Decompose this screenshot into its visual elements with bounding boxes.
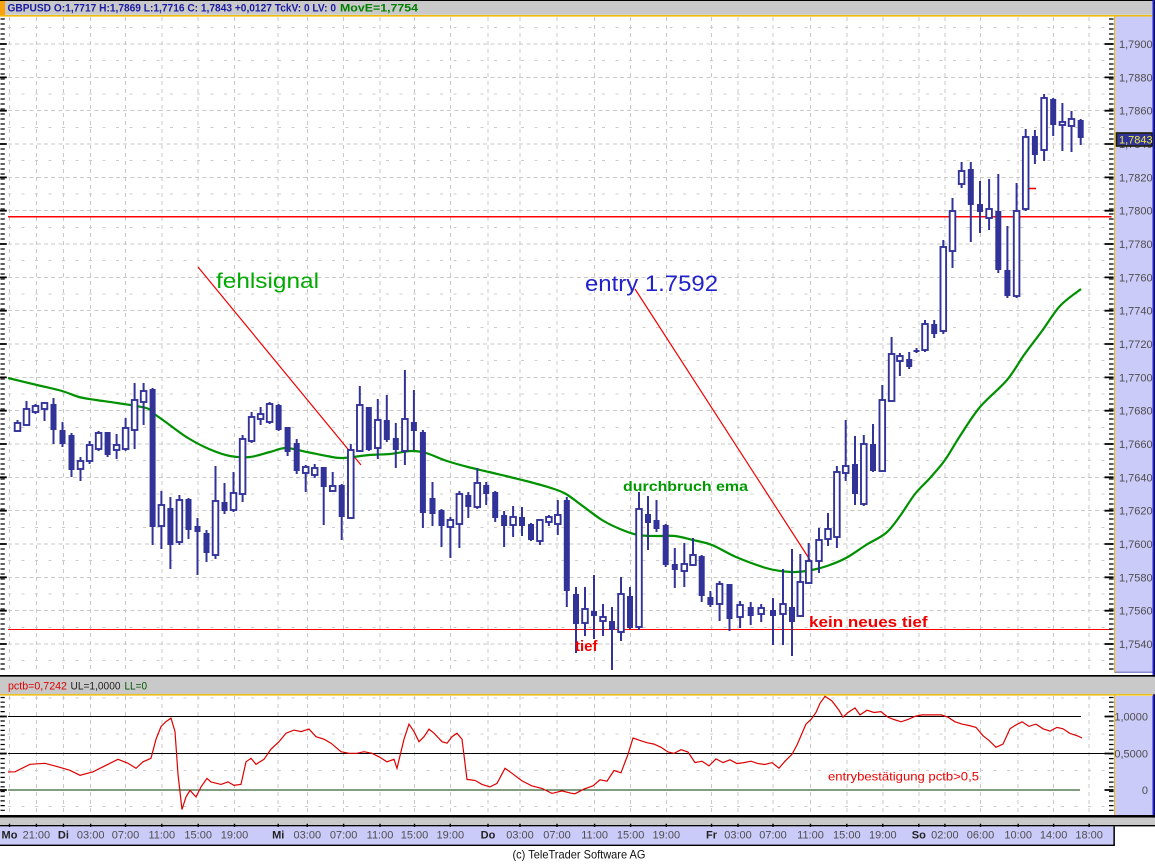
svg-text:18:00: 18:00 — [1075, 830, 1103, 842]
svg-text:03:00: 03:00 — [77, 830, 105, 842]
svg-text:Mi: Mi — [272, 830, 284, 842]
svg-text:07:00: 07:00 — [543, 830, 571, 842]
svg-text:1,7640: 1,7640 — [1119, 472, 1153, 484]
svg-text:11:00: 11:00 — [148, 830, 175, 842]
svg-text:1,7843: 1,7843 — [1119, 135, 1153, 147]
svg-text:19:00: 19:00 — [653, 830, 681, 842]
svg-text:1,7820: 1,7820 — [1119, 172, 1153, 184]
svg-text:06:00: 06:00 — [967, 830, 995, 842]
svg-text:tief: tief — [575, 638, 599, 655]
svg-text:15:00: 15:00 — [617, 830, 645, 842]
svg-text:14:00: 14:00 — [1040, 830, 1068, 842]
svg-text:1,7540: 1,7540 — [1119, 639, 1153, 651]
svg-text:MovE=1,7754: MovE=1,7754 — [340, 3, 419, 15]
svg-text:1,0000: 1,0000 — [1114, 712, 1148, 724]
svg-text:11:00: 11:00 — [581, 830, 608, 842]
svg-text:fehlsignal: fehlsignal — [216, 270, 319, 293]
svg-text:02:00: 02:00 — [931, 830, 959, 842]
svg-text:Di: Di — [58, 830, 69, 842]
svg-text:15:00: 15:00 — [184, 830, 212, 842]
svg-text:UL=1,0000: UL=1,0000 — [71, 681, 121, 693]
svg-text:1,7660: 1,7660 — [1119, 439, 1153, 451]
svg-text:1,7860: 1,7860 — [1119, 106, 1153, 118]
svg-text:1,7580: 1,7580 — [1119, 572, 1153, 584]
svg-text:0,5000: 0,5000 — [1114, 749, 1148, 761]
svg-text:21:00: 21:00 — [23, 830, 51, 842]
svg-text:1,7560: 1,7560 — [1119, 606, 1153, 618]
svg-text:1,7880: 1,7880 — [1119, 72, 1153, 84]
svg-text:11:00: 11:00 — [797, 830, 824, 842]
svg-text:1,7600: 1,7600 — [1119, 539, 1153, 551]
svg-text:03:00: 03:00 — [294, 830, 322, 842]
svg-text:1,7900: 1,7900 — [1119, 39, 1153, 51]
svg-text:Mo: Mo — [2, 830, 18, 842]
svg-text:07:00: 07:00 — [330, 830, 358, 842]
svg-text:(c) TeleTrader Software AG: (c) TeleTrader Software AG — [513, 848, 646, 862]
svg-text:07:00: 07:00 — [112, 830, 140, 842]
svg-text:Do: Do — [481, 830, 496, 842]
svg-text:kein neues tief: kein neues tief — [809, 614, 929, 631]
svg-text:1,7800: 1,7800 — [1119, 206, 1153, 218]
svg-text:1,7720: 1,7720 — [1119, 339, 1153, 351]
svg-text:15:00: 15:00 — [833, 830, 861, 842]
svg-text:LL=0: LL=0 — [125, 681, 148, 693]
svg-text:19:00: 19:00 — [869, 830, 897, 842]
svg-text:11:00: 11:00 — [367, 830, 394, 842]
svg-text:entry 1.7592: entry 1.7592 — [585, 271, 718, 296]
svg-text:19:00: 19:00 — [221, 830, 249, 842]
svg-text:1,7740: 1,7740 — [1119, 306, 1153, 318]
svg-text:10:00: 10:00 — [1004, 830, 1032, 842]
svg-text:GBPUSD O:1,7717 H:1,7869 L:1,7: GBPUSD O:1,7717 H:1,7869 L:1,7716 C: 1,7… — [8, 3, 337, 15]
svg-text:15:00: 15:00 — [401, 830, 429, 842]
svg-text:entrybestätigung pctb>0,5: entrybestätigung pctb>0,5 — [828, 770, 979, 784]
svg-text:1,7780: 1,7780 — [1119, 239, 1153, 251]
svg-text:1,7760: 1,7760 — [1119, 272, 1153, 284]
svg-text:Fr: Fr — [706, 830, 718, 842]
svg-text:So: So — [912, 830, 926, 842]
svg-text:07:00: 07:00 — [759, 830, 787, 842]
svg-text:1,7620: 1,7620 — [1119, 506, 1153, 518]
svg-text:19:00: 19:00 — [437, 830, 465, 842]
svg-text:1,7680: 1,7680 — [1119, 406, 1153, 418]
svg-text:0: 0 — [1142, 785, 1148, 797]
svg-text:03:00: 03:00 — [506, 830, 534, 842]
svg-text:pctb=0,7242: pctb=0,7242 — [8, 681, 67, 693]
svg-text:durchbruch ema: durchbruch ema — [623, 478, 748, 494]
svg-text:03:00: 03:00 — [724, 830, 752, 842]
svg-text:1,7700: 1,7700 — [1119, 372, 1153, 384]
